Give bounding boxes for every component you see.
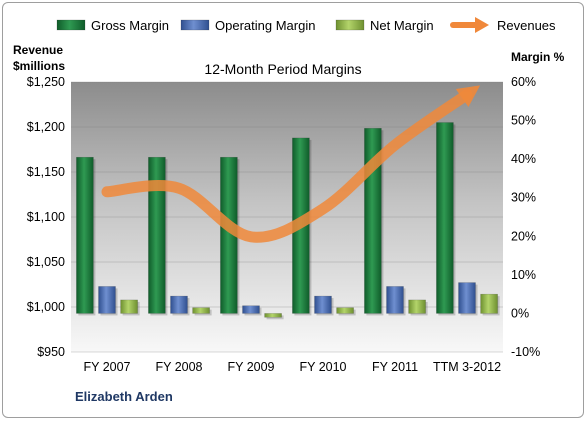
bar-gross-margin (436, 122, 454, 314)
legend-swatch-operating-margin (180, 19, 210, 31)
right-tick-label: -10% (511, 345, 540, 359)
left-tick-label: $1,000 (27, 300, 65, 314)
left-tick-label: $1,200 (27, 120, 65, 134)
category-label: FY 2010 (299, 360, 346, 374)
bar-gross-margin (148, 156, 166, 314)
right-tick-label: 20% (511, 229, 536, 243)
chart-legend: Gross Margin Operating Margin Net Margin Re… (56, 17, 556, 33)
right-tick-label: 10% (511, 268, 536, 282)
revenues-line (101, 85, 481, 243)
category-label: TTM 3-2012 (433, 360, 501, 374)
legend-label-operating-margin: Operating Margin (215, 18, 315, 33)
left-tick-label: $950 (37, 345, 65, 359)
legend-arrow (475, 17, 489, 33)
company-label: Elizabeth Arden (75, 389, 173, 404)
legend-label-gross-margin: Gross Margin (91, 18, 169, 33)
gridlines (71, 81, 503, 353)
category-axis-labels: FY 2007 FY 2008 FY 2009 FY 2010 FY 2011 TTM 3… (83, 360, 501, 374)
bar-operating-margin (386, 286, 404, 314)
margins-chart: Gross Margin Operating Margin Net Margin Re… (13, 17, 565, 404)
right-tick-label: 60% (511, 75, 536, 89)
legend-swatch-net-margin (335, 19, 365, 31)
category-label: FY 2007 (83, 360, 130, 374)
left-axis-title-line1: Revenue (13, 43, 63, 57)
revenue-line-group (101, 85, 481, 243)
left-tick-label: $1,050 (27, 255, 65, 269)
right-axis-title: Margin % (511, 50, 565, 64)
bar-shadow (266, 315, 284, 320)
right-axis-ticks: -10% 0% 10% 20% 30% 40% 50% 60% (511, 75, 540, 359)
chart-title: 12-Month Period Margins (204, 61, 361, 77)
right-tick-label: 30% (511, 191, 536, 205)
category-label: FY 2011 (372, 360, 418, 374)
bar-net-margin (120, 299, 138, 314)
bar-operating-margin (458, 282, 476, 314)
bar-operating-margin (98, 286, 116, 314)
bar-gross-margin (76, 156, 94, 314)
bar-net-margin (192, 307, 210, 314)
chart-frame: Gross Margin Operating Margin Net Margin Re… (2, 2, 584, 418)
left-axis-ticks: $950 $1,000 $1,050 $1,100 $1,150 $1,200 $1,250 (27, 75, 65, 359)
right-tick-label: 50% (511, 114, 536, 128)
bar-net-margin (264, 313, 282, 318)
legend-swatch-gross-margin (56, 19, 86, 31)
left-tick-label: $1,100 (27, 210, 65, 224)
bar-net-margin (480, 293, 498, 314)
right-tick-label: 40% (511, 152, 536, 166)
legend-label-net-margin: Net Margin (370, 18, 434, 33)
legend-label-revenues: Revenues (497, 18, 556, 33)
bar-net-margin (408, 299, 426, 314)
bar-operating-margin (314, 295, 332, 314)
right-tick-label: 0% (511, 306, 529, 320)
bar-net-margin (336, 307, 354, 314)
left-tick-label: $1,150 (27, 165, 65, 179)
category-label: FY 2008 (155, 360, 202, 374)
left-tick-label: $1,250 (27, 75, 65, 89)
left-axis-title-line2: $millions (13, 59, 65, 73)
bar-operating-margin (242, 305, 260, 314)
category-label: FY 2009 (227, 360, 274, 374)
bar-operating-margin (170, 295, 188, 314)
